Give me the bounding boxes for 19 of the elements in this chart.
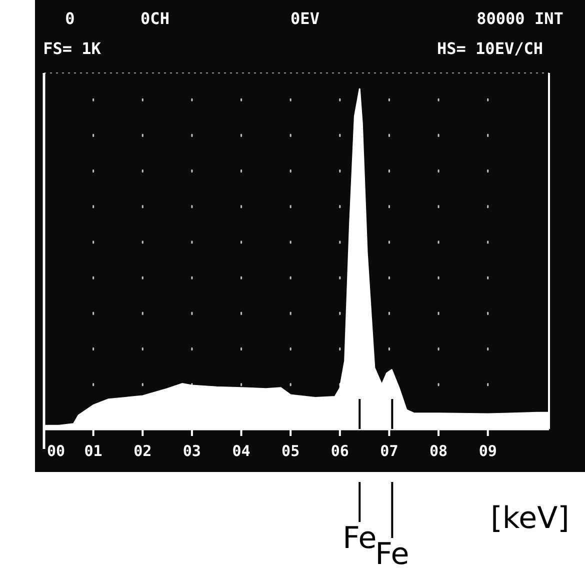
text: 0CH	[140, 9, 170, 28]
text: 0	[65, 9, 75, 28]
text: HS= 10EV/CH	[437, 39, 543, 58]
text: 0EV	[290, 9, 320, 28]
x-tick-label: 05	[282, 442, 300, 460]
annotation: Fe	[375, 537, 410, 572]
x-axis-title: [keV]	[490, 501, 570, 536]
x-tick-label: 08	[430, 442, 448, 460]
text: FS= 1K	[43, 39, 102, 58]
x-tick-label: 09	[478, 442, 497, 460]
text: 80000 INT	[476, 9, 564, 28]
x-tick-label: 03	[182, 442, 201, 460]
x-tick-label: 00	[46, 442, 66, 460]
x-tick-label: 04	[232, 442, 250, 460]
x-tick-label: 06	[330, 442, 349, 460]
x-tick-label: 01	[84, 442, 102, 460]
x-tick-label: 02	[134, 442, 152, 460]
annotation: Fe	[342, 521, 377, 556]
x-tick-label: 07	[380, 442, 398, 460]
